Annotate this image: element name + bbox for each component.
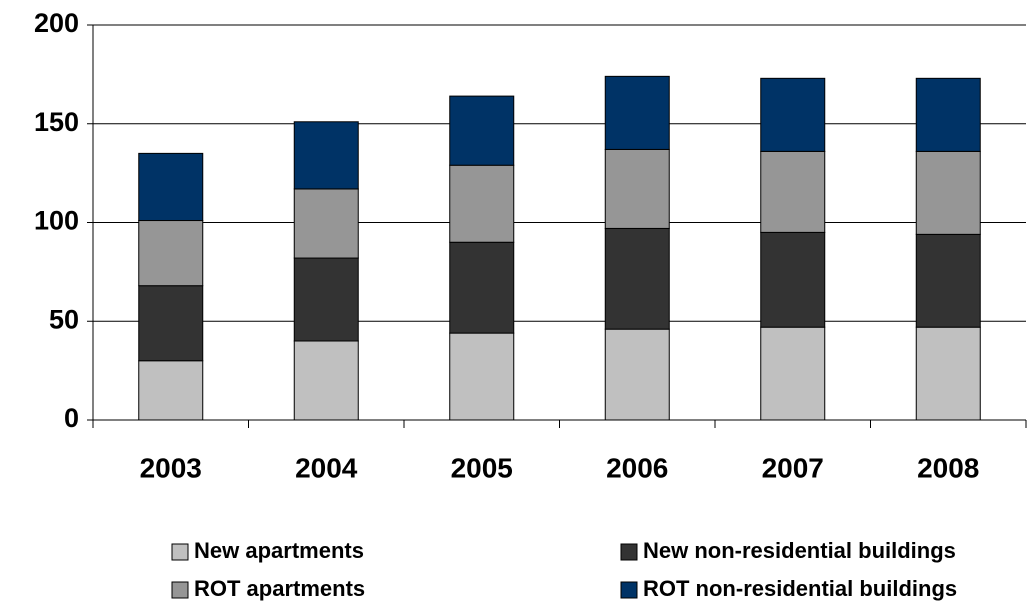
bar-segment [449,241,515,334]
bar-segment [604,75,670,150]
bar-segment [138,360,204,421]
y-tick-label: 200 [34,8,79,38]
bar-segment [760,150,826,233]
legend-swatch [171,543,189,561]
bar-segment [604,148,670,229]
legend-label: ROT apartments [194,576,365,601]
bar-segment [293,340,359,421]
x-tick-label: 2008 [917,452,979,483]
bar-segment [760,77,826,152]
bar-segment [293,121,359,190]
y-tick-label: 150 [34,107,79,137]
bar-segment [138,220,204,287]
legend-label: New apartments [194,538,364,563]
x-tick-label: 2004 [295,452,358,483]
x-tick-label: 2005 [451,452,513,483]
y-tick-label: 0 [64,403,79,433]
x-tick-label: 2006 [606,452,668,483]
y-tick-label: 50 [49,304,79,334]
y-tick-label: 100 [34,206,79,236]
bar-segment [604,227,670,330]
bar-segment [915,150,981,235]
bar-segment [449,95,515,166]
legend-swatch [171,581,189,599]
bar-segment [138,285,204,362]
bar-segment [449,164,515,243]
legend-swatch [620,543,638,561]
bar-segment [760,326,826,421]
legend-swatch [620,581,638,599]
bar-segment [915,77,981,152]
bar-segment [915,233,981,328]
x-tick-label: 2007 [762,452,824,483]
x-tick-label: 2003 [140,452,202,483]
legend-label: ROT non-residential buildings [643,576,957,601]
legend-label: New non-residential buildings [643,538,956,563]
bar-segment [138,152,204,222]
bar-segment [293,188,359,259]
bar-segment [604,328,670,421]
bar-segment [760,231,826,328]
bar-segment [915,326,981,421]
bar-segment [293,257,359,342]
bar-segment [449,332,515,421]
